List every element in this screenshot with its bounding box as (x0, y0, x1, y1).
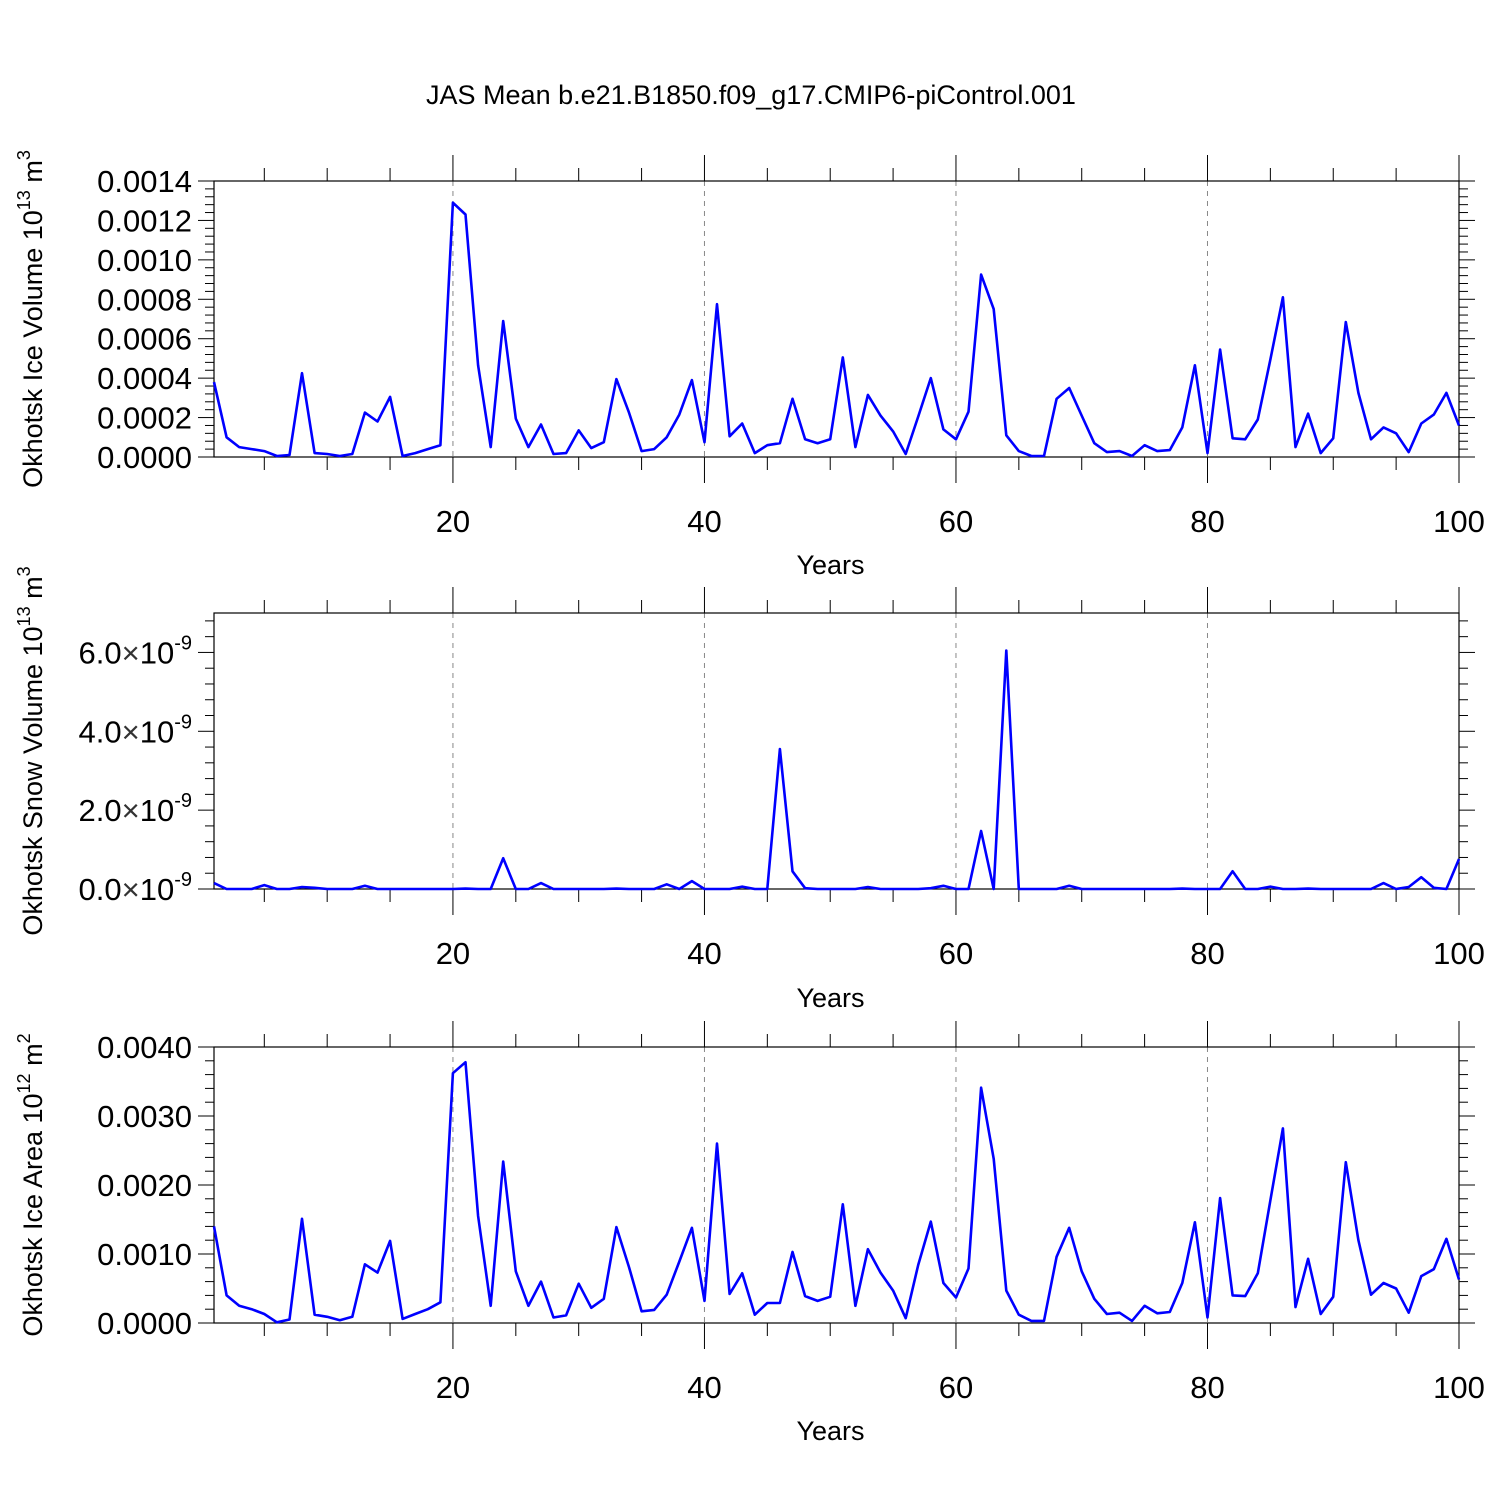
series-line (213, 649, 1461, 891)
chart-title: JAS Mean b.e21.B1850.f09_g17.CMIP6-piCon… (426, 80, 1076, 110)
y-axis-label: Okhotsk Ice Area 1012 m2 (14, 1033, 48, 1336)
x-axis-label: Years (796, 983, 864, 1013)
y-tick-label: 0.0010 (97, 243, 192, 278)
x-tick-label: 40 (687, 936, 721, 971)
y-tick-label: 0.0000 (97, 1306, 192, 1341)
x-tick-label: 80 (1190, 504, 1224, 539)
y-tick-label: 0.0004 (97, 361, 192, 396)
y-tick-label: 6.0×10-9 (79, 632, 193, 670)
series-line (212, 201, 1461, 458)
y-tick-label: 4.0×10-9 (79, 711, 193, 749)
panel-1: 20 40 60 80 100 0.0000 0.0002 0.0004 0.0006 0.000… (14, 150, 1485, 580)
y-tick-label: 0.0002 (97, 401, 192, 436)
plot-frame (213, 180, 1460, 458)
y-tick-label: 0.0020 (97, 1168, 192, 1203)
y-tick-label: 0.0030 (97, 1099, 192, 1134)
x-axis-label: Years (796, 1416, 864, 1446)
y-axis-label: Okhotsk Ice Volume 1013 m3 (14, 150, 48, 488)
x-tick-label: 20 (436, 1370, 470, 1405)
y-tick-label: 0.0014 (97, 164, 192, 199)
y-axis-label: Okhotsk Snow Volume 1013 m3 (14, 566, 48, 935)
y-tick-label: 0.0012 (97, 203, 192, 238)
y-tick-label: 2.0×10-9 (79, 790, 193, 828)
x-tick-label: 60 (939, 504, 973, 539)
x-tick-label: 60 (939, 1370, 973, 1405)
x-tick-label: 100 (1433, 1370, 1485, 1405)
panel-3: 20 40 60 80 100 0.0000 0.0010 0.0020 0.0030 0.004… (14, 1021, 1485, 1446)
x-tick-label: 20 (436, 504, 470, 539)
x-tick-label: 80 (1190, 1370, 1224, 1405)
x-tick-label: 80 (1190, 936, 1224, 971)
x-tick-label: 60 (939, 936, 973, 971)
x-tick-label: 100 (1433, 504, 1485, 539)
y-tick-label: 0.0008 (97, 282, 192, 317)
y-tick-label: 0.0×10-9 (79, 869, 193, 907)
x-axis-label: Years (796, 550, 864, 580)
y-tick-label: 0.0006 (97, 322, 192, 357)
series-line (212, 1060, 1461, 1324)
x-tick-label: 40 (687, 1370, 721, 1405)
y-tick-label: 0.0010 (97, 1237, 192, 1272)
plot-frame (213, 612, 1460, 890)
x-tick-label: 40 (687, 504, 721, 539)
x-tick-label: 20 (436, 936, 470, 971)
y-tick-label: 0.0000 (97, 440, 192, 475)
x-tick-label: 100 (1433, 936, 1485, 971)
panel-2: 20 40 60 80 100 0.0×10-9 2.0×10-9 4.0×10-9 6.0×1… (14, 566, 1485, 1013)
y-tick-label: 0.0040 (97, 1030, 192, 1065)
